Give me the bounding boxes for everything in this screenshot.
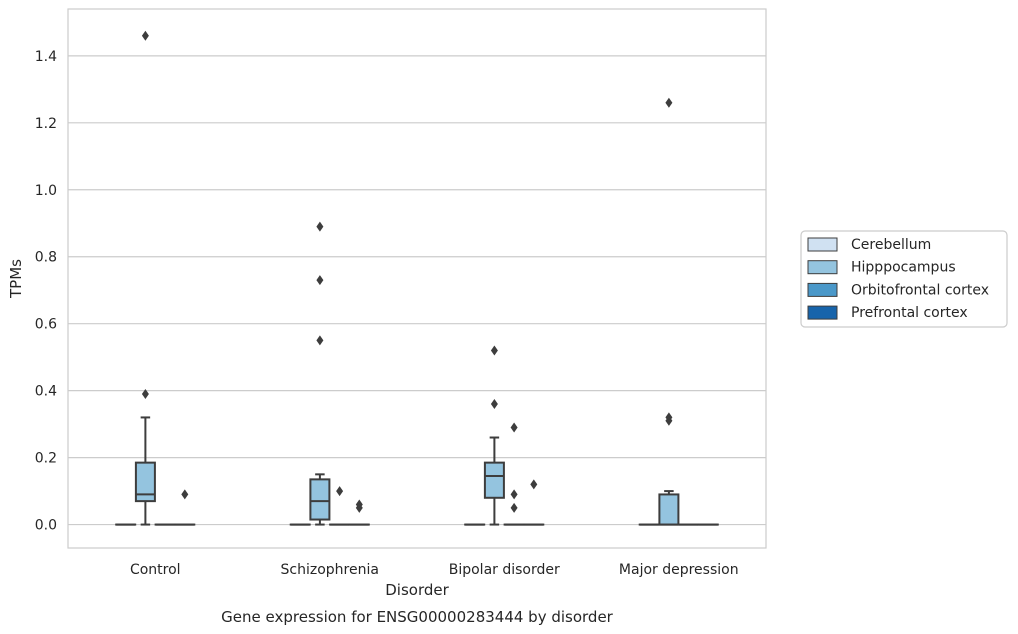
x-tick-label: Bipolar disorder — [449, 562, 560, 578]
plot-frame — [67, 8, 767, 549]
outlier-point — [181, 489, 189, 500]
box-plot-area — [115, 30, 719, 526]
box-prefrontal-cortex-bipolar-disorder — [523, 479, 545, 526]
outlier-point — [490, 345, 498, 356]
legend-label: Hipppocampus — [851, 260, 956, 276]
legend-label: Cerebellum — [851, 237, 931, 253]
x-tick-label: Schizophrenia — [281, 562, 379, 578]
y-tick-label: 1.0 — [35, 183, 57, 199]
legend-label: Prefrontal cortex — [851, 305, 968, 321]
outlier-point — [530, 479, 538, 490]
y-tick-label: 0.4 — [35, 384, 57, 400]
box-hipppocampus-major-depression — [658, 97, 680, 526]
outlier-point — [355, 499, 363, 510]
grid-lines — [68, 55, 766, 526]
outlier-point — [141, 30, 149, 41]
box-hipppocampus-schizophrenia — [309, 221, 331, 526]
y-axis-ticks: 0.0 0.2 0.4 0.6 0.8 1.0 1.2 1.4 — [35, 49, 57, 534]
box-iqr — [483, 461, 505, 499]
outlier-point — [490, 399, 498, 410]
legend-swatch — [807, 237, 838, 252]
chart-caption: Gene expression for ENSG00000283444 by d… — [221, 608, 614, 626]
y-tick-label: 0.2 — [35, 451, 57, 467]
x-axis-ticks: Control Schizophrenia Bipolar disorder Majo… — [130, 562, 739, 578]
outlier-point — [336, 486, 344, 497]
box-iqr — [309, 478, 331, 521]
box-hipppocampus-bipolar-disorder — [483, 345, 505, 526]
legend: Cerebellum Hipppocampus Orbitofrontal cort… — [800, 230, 1008, 328]
outlier-point — [665, 412, 673, 423]
y-axis-title: TPMs — [7, 259, 25, 299]
y-tick-label: 1.4 — [35, 49, 57, 65]
legend-swatch — [807, 282, 838, 297]
outlier-point — [316, 275, 324, 286]
outlier-point — [141, 389, 149, 399]
outlier-point — [665, 97, 673, 108]
legend-label: Orbitofrontal cortex — [851, 282, 989, 298]
x-tick-label: Major depression — [619, 562, 739, 578]
y-tick-label: 1.2 — [35, 116, 57, 132]
outlier-point — [316, 335, 324, 346]
box-orbitofrontal-cortex-schizophrenia — [329, 486, 351, 526]
box-hipppocampus-control — [134, 30, 156, 526]
x-axis-title: Disorder — [385, 581, 449, 599]
legend-swatch — [807, 305, 838, 320]
x-tick-label: Control — [130, 562, 181, 578]
box-orbitofrontal-cortex-bipolar-disorder — [503, 422, 525, 526]
legend-frame — [800, 230, 1008, 328]
y-tick-label: 0.6 — [35, 317, 57, 333]
outlier-point — [316, 221, 324, 232]
box-prefrontal-cortex-control — [174, 489, 196, 526]
box-iqr — [658, 493, 680, 526]
outlier-point — [510, 502, 518, 513]
legend-swatch — [807, 260, 838, 275]
box-iqr — [134, 461, 156, 503]
box-prefrontal-cortex-schizophrenia — [348, 499, 370, 526]
outlier-point — [510, 489, 518, 500]
y-tick-label: 0.8 — [35, 250, 57, 266]
outlier-point — [510, 422, 518, 433]
y-tick-label: 0.0 — [35, 518, 57, 534]
